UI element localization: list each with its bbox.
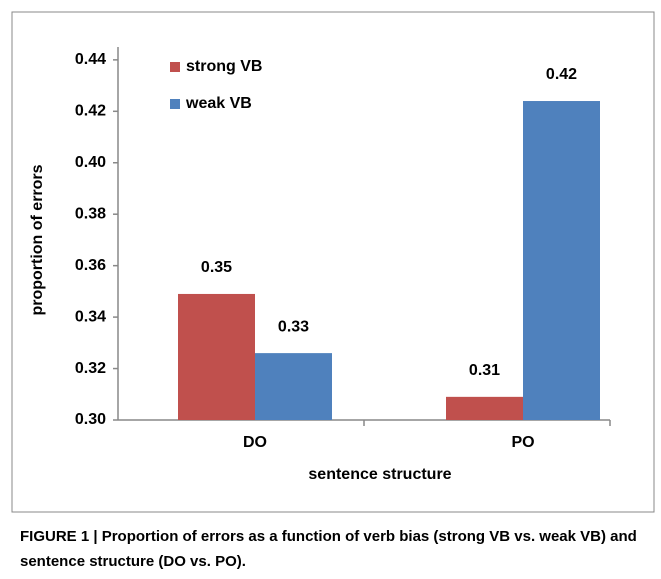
bar: [523, 101, 600, 420]
bar: [446, 396, 523, 420]
x-axis-label: sentence structure: [308, 466, 451, 483]
chart-border: [11, 11, 655, 513]
y-tick-label: 0.30: [75, 411, 106, 428]
legend-swatch: [170, 62, 180, 72]
y-tick-label: 0.38: [75, 205, 106, 222]
value-label: 0.31: [469, 362, 500, 379]
y-tick-label: 0.40: [75, 154, 106, 171]
caption: FIGURE 1 | Proportion of errors as a fun…: [20, 528, 637, 570]
legend-swatch: [170, 99, 180, 109]
bar: [178, 293, 255, 420]
value-label: 0.35: [201, 259, 232, 276]
y-tick-label: 0.36: [75, 257, 106, 274]
y-tick-label: 0.44: [75, 51, 106, 68]
bar: [255, 353, 332, 420]
chart: proportion of errors sentence structure …: [11, 11, 655, 513]
y-tick-label: 0.42: [75, 103, 106, 120]
x-tick-label: PO: [511, 434, 534, 451]
value-label: 0.33: [278, 318, 309, 335]
x-tick-label: DO: [243, 434, 267, 451]
legend-label: weak VB: [185, 95, 252, 112]
legend-label: strong VB: [186, 58, 262, 75]
y-axis-label: proportion of errors: [29, 164, 46, 315]
y-tick-label: 0.32: [75, 360, 106, 377]
y-tick-label: 0.34: [75, 308, 106, 325]
value-label: 0.42: [546, 66, 577, 83]
